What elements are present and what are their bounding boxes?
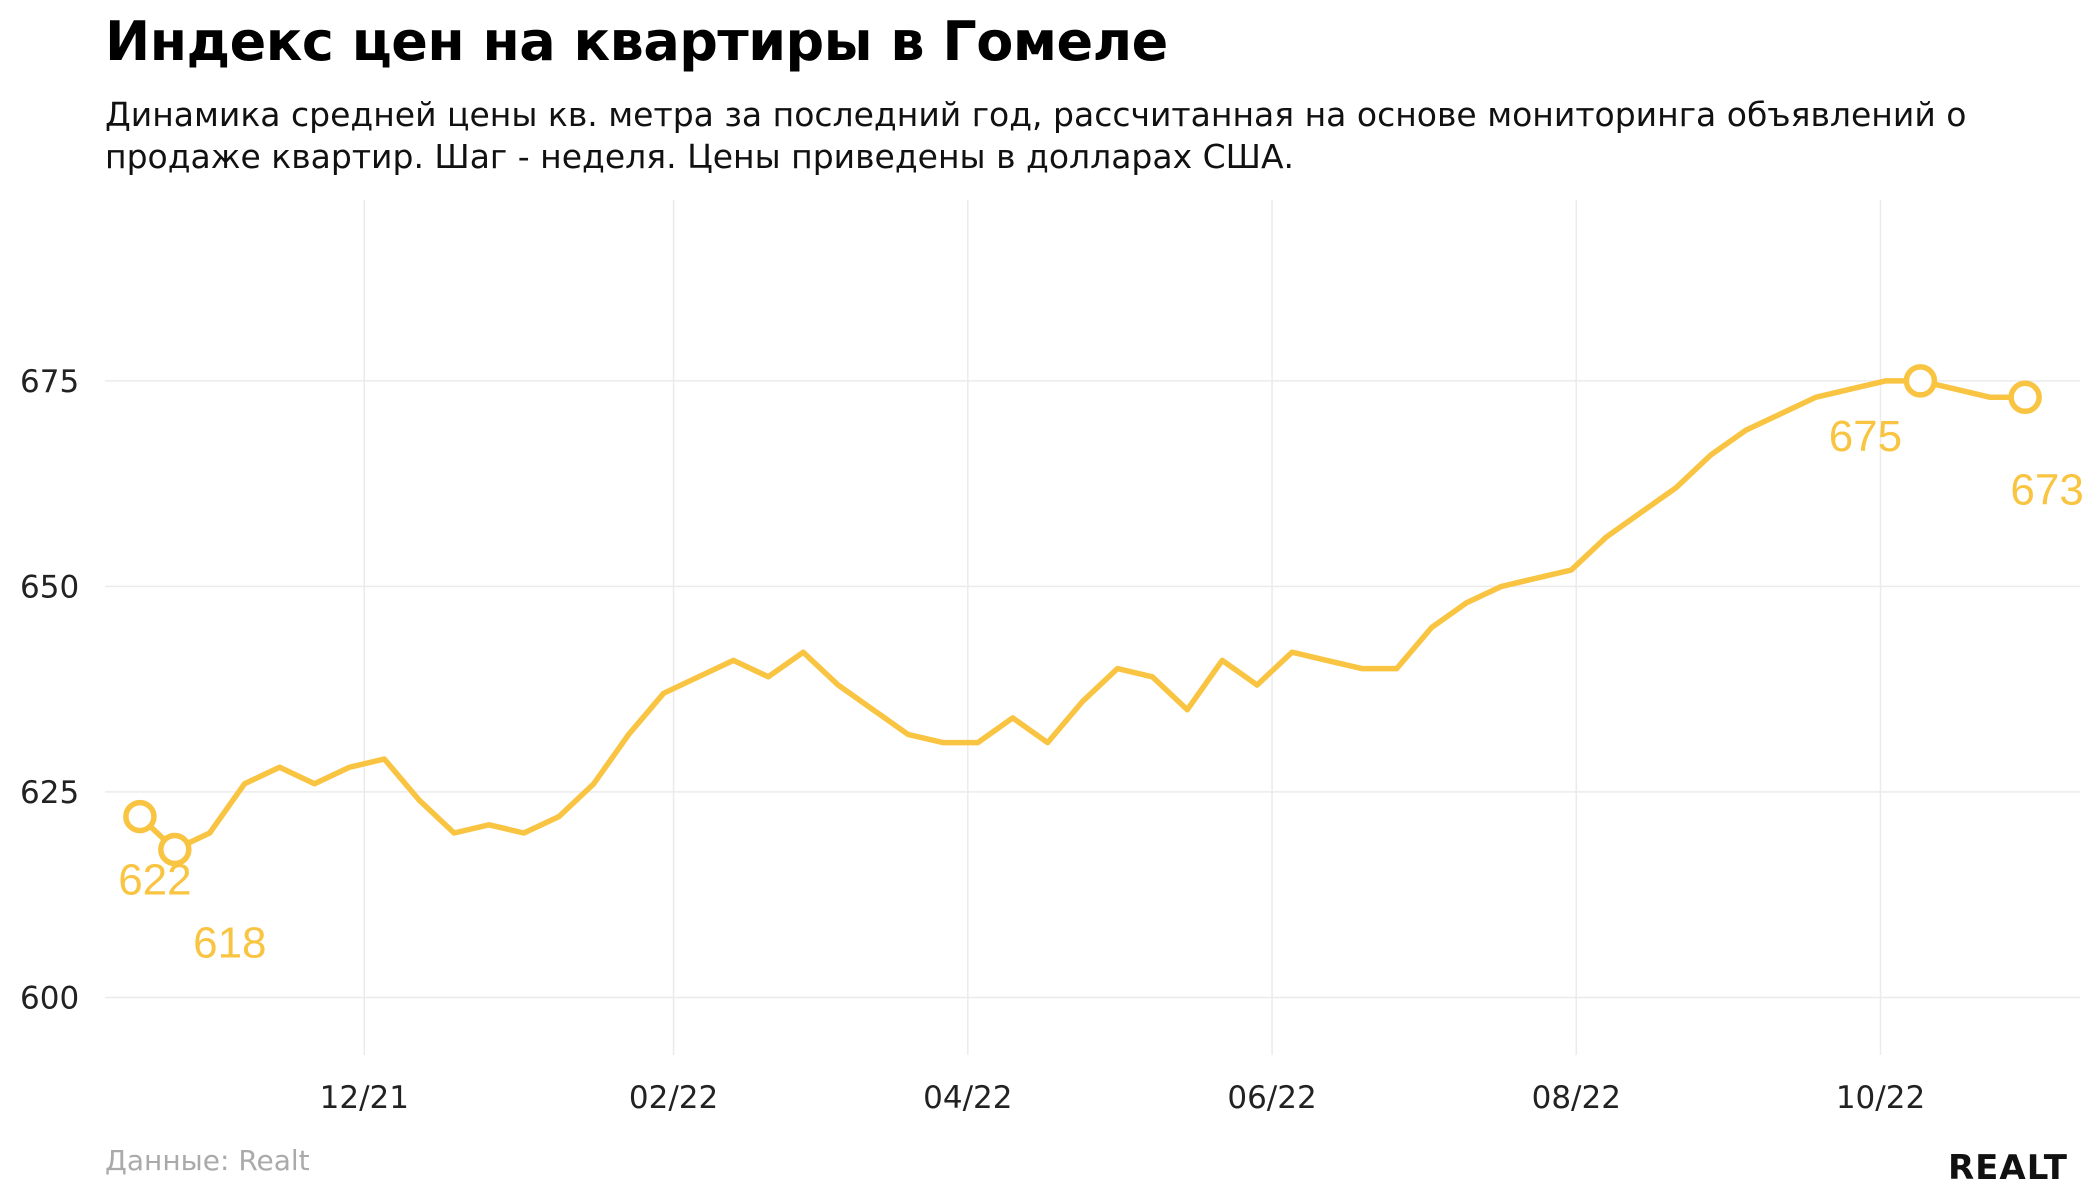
highlighted-point-marker bbox=[158, 832, 192, 867]
x-tick-label: 10/22 bbox=[1836, 1080, 1925, 1116]
point-value-label: 675 bbox=[1829, 412, 1902, 461]
chart-title: Индекс цен на квартиры в Гомеле bbox=[105, 10, 1168, 73]
chart-subtitle: Динамика средней цены кв. метра за после… bbox=[105, 95, 1967, 176]
y-tick-label: 625 bbox=[20, 775, 79, 811]
x-tick-label: 12/21 bbox=[320, 1080, 409, 1116]
realt-logo: REALT bbox=[1948, 1148, 2068, 1188]
series-layer bbox=[137, 378, 2028, 853]
x-tick-label: 08/22 bbox=[1532, 1080, 1621, 1116]
grid-lines bbox=[105, 200, 2080, 1055]
line-chart: 600 625 650 675 12/21 02/22 04/22 06/22 08/22 10/… bbox=[20, 200, 2084, 1116]
point-value-label: 673 bbox=[2010, 465, 2083, 514]
axis-labels: 600 625 650 675 12/21 02/22 04/22 06/22 08/22 10/… bbox=[20, 364, 1925, 1116]
y-tick-label: 650 bbox=[20, 569, 79, 605]
y-tick-label: 675 bbox=[20, 364, 79, 400]
x-tick-label: 04/22 bbox=[923, 1080, 1012, 1116]
highlighted-point-marker bbox=[2008, 380, 2042, 415]
x-tick-label: 06/22 bbox=[1227, 1080, 1316, 1116]
series-line bbox=[137, 378, 2028, 853]
y-tick-label: 600 bbox=[20, 980, 79, 1016]
x-tick-label: 02/22 bbox=[629, 1080, 718, 1116]
data-source: Данные: Realt bbox=[105, 1144, 310, 1177]
point-value-label: 618 bbox=[193, 918, 266, 967]
highlighted-point-marker bbox=[1903, 364, 1938, 398]
highlighted-point-marker bbox=[123, 799, 157, 834]
